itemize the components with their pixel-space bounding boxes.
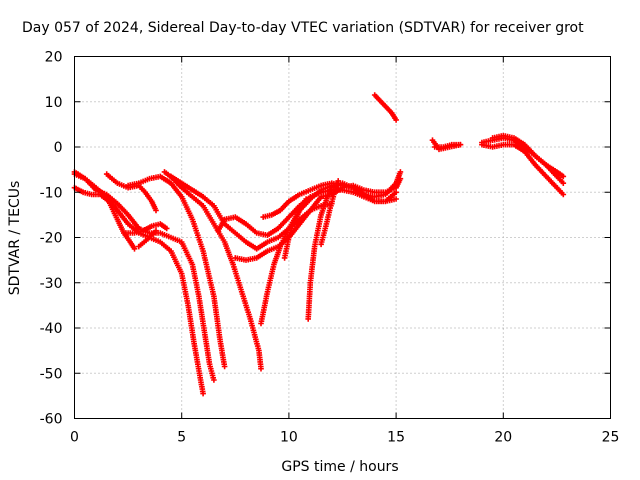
y-axis-title: SDTVAR / TECUs <box>7 181 23 296</box>
y-tick-label: -40 <box>40 321 63 337</box>
y-tick-label: 10 <box>45 95 63 111</box>
series-markers <box>121 221 170 236</box>
series-s18 <box>371 92 399 123</box>
series-markers <box>489 132 567 180</box>
series-s23 <box>489 132 567 180</box>
x-tick-label: 20 <box>494 430 512 446</box>
x-tick-label: 0 <box>70 430 79 446</box>
series-markers <box>281 196 309 261</box>
series-s22 <box>479 141 567 198</box>
axis-ticks: 0 5 10 15 20 25 -60 -50 -40 -30 -20 -10 0 10 20 <box>40 50 620 446</box>
grid <box>74 56 611 419</box>
chart-title: Day 057 of 2024, Sidereal Day-to-day VTE… <box>22 20 584 36</box>
x-tick-label: 25 <box>602 430 620 446</box>
series-s20 <box>431 141 464 150</box>
series-s8 <box>161 169 264 372</box>
series-s5 <box>125 173 228 370</box>
series-markers <box>329 180 399 205</box>
series-markers <box>161 169 264 372</box>
y-tick-label: -20 <box>40 231 63 247</box>
y-tick-label: -10 <box>40 185 63 201</box>
y-tick-label: 0 <box>54 140 63 156</box>
x-tick-label: 5 <box>177 430 186 446</box>
data-series <box>71 92 567 397</box>
y-tick-label: -50 <box>40 366 63 382</box>
series-s14 <box>281 196 309 261</box>
x-tick-label: 10 <box>280 430 298 446</box>
x-tick-label: 15 <box>387 430 405 446</box>
series-markers <box>371 92 399 123</box>
y-tick-label: -30 <box>40 276 63 292</box>
series-markers <box>431 141 464 150</box>
series-markers <box>479 141 567 198</box>
x-axis-title: GPS time / hours <box>281 459 398 475</box>
series-s7 <box>136 227 159 250</box>
series-s6 <box>121 221 170 236</box>
series-markers <box>125 173 228 370</box>
y-tick-label: -60 <box>40 412 63 428</box>
series-markers <box>136 227 159 250</box>
series-s15 <box>305 184 335 322</box>
y-tick-label: 20 <box>45 50 63 66</box>
series-s17 <box>329 180 399 205</box>
series-markers <box>305 184 335 322</box>
